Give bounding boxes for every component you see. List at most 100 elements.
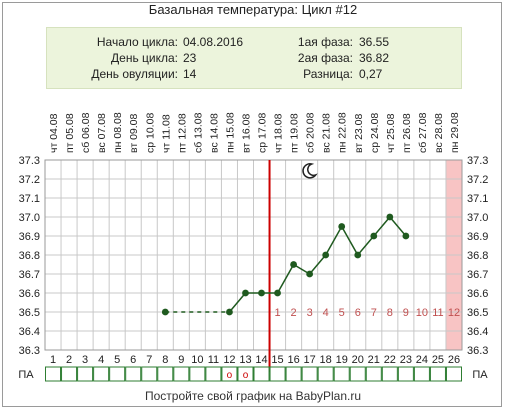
x-day-number: 19 [336, 354, 348, 366]
y-tick-label-right: 36.8 [467, 250, 488, 262]
x-day-number: 13 [239, 354, 251, 366]
x-date-label: пн 15.08 [224, 112, 236, 153]
y-tick-label-right: 37.1 [467, 193, 488, 205]
x-date-label: сб 20.08 [305, 112, 317, 153]
y-tick-label-left: 36.3 [19, 345, 40, 357]
luteal-day-label: 1 [274, 307, 280, 319]
plot-border [44, 159, 463, 351]
temperature-point [354, 251, 362, 259]
cycle-start-value: 04.08.2016 [183, 35, 244, 49]
pa-cell [413, 366, 430, 382]
x-day-number: 22 [384, 354, 396, 366]
x-date-label: чт 11.08 [160, 114, 172, 153]
pa-cell [45, 366, 62, 382]
pa-cell [189, 366, 206, 382]
x-date-label: пт 26.08 [401, 113, 413, 153]
x-date-label: ср 24.08 [369, 113, 381, 153]
phase1-value: 36.55 [359, 35, 390, 49]
pa-cell [93, 366, 110, 382]
x-date-label: сб 27.08 [417, 112, 429, 153]
series-segment [341, 226, 359, 256]
temperature-point [258, 289, 265, 297]
x-day-number: 9 [178, 354, 184, 366]
y-tick-label-right: 37.3 [467, 155, 488, 167]
pa-label-right: ПА [472, 369, 488, 381]
x-day-number: 10 [191, 354, 203, 366]
luteal-day-label: 2 [291, 307, 297, 319]
x-date-label: чт 25.08 [385, 113, 397, 153]
x-date-label: вт 16.08 [240, 113, 252, 153]
moon-icon [302, 163, 318, 179]
x-day-number: 20 [352, 354, 364, 366]
pa-cell [173, 366, 190, 382]
temperature-point [402, 232, 410, 240]
x-date-label: вс 07.08 [96, 113, 108, 153]
temperature-point [161, 308, 169, 316]
y-tick-label-left: 36.6 [19, 288, 40, 300]
x-date-label: ср 10.08 [144, 113, 156, 153]
x-date-label: пн 08.08 [112, 112, 124, 153]
pa-cell [301, 366, 318, 382]
chart-title: Базальная температура: Цикл #12 [148, 2, 358, 17]
luteal-day-label: 11 [432, 307, 443, 319]
x-day-number: 24 [416, 354, 428, 366]
y-tick-label-left: 37.0 [19, 212, 40, 224]
y-tick-label-left: 37.3 [19, 155, 40, 167]
luteal-day-label: 5 [339, 307, 345, 319]
pa-cell [109, 366, 126, 382]
pa-cell [429, 366, 446, 382]
pa-cell [333, 366, 350, 382]
y-tick-label-right: 37.0 [467, 212, 488, 224]
pa-cell [253, 366, 270, 382]
pa-mark: o [243, 370, 249, 381]
x-date-label: вс 21.08 [321, 113, 333, 153]
x-date-label: пт 19.08 [289, 113, 301, 153]
y-tick-label-right: 36.4 [467, 326, 488, 338]
y-tick-label-left: 37.1 [19, 193, 40, 205]
pa-cell [349, 366, 366, 382]
pa-cell [397, 366, 414, 382]
y-tick-label-right: 37.2 [467, 174, 488, 186]
x-date-label: вс 14.08 [208, 113, 220, 153]
x-day-number: 11 [208, 354, 219, 366]
luteal-day-label: 3 [307, 307, 313, 319]
x-day-number: 7 [146, 354, 152, 366]
temperature-point [226, 308, 233, 316]
cycle-day-value: 23 [183, 51, 197, 65]
pa-cell [237, 366, 254, 382]
x-date-label: сб 06.08 [80, 112, 92, 153]
pa-label-left: ПА [18, 369, 34, 381]
x-day-number: 1 [50, 354, 56, 366]
pa-cell [269, 366, 286, 382]
y-tick-label-right: 36.3 [467, 345, 488, 357]
y-tick-label-left: 36.4 [19, 326, 40, 338]
pa-cell [61, 366, 78, 382]
y-tick-label-left: 36.9 [19, 231, 40, 243]
cycle-start-label: Начало цикла: [96, 35, 178, 49]
series-segment [373, 216, 391, 237]
pa-cell [157, 366, 174, 382]
pa-cell [285, 366, 302, 382]
y-tick-label-left: 37.2 [19, 174, 40, 186]
x-date-label: чт 04.08 [48, 113, 60, 153]
pa-cell [77, 366, 94, 382]
x-date-label: пн 22.08 [337, 112, 349, 153]
phase2-value: 36.82 [359, 51, 390, 65]
x-day-number: 17 [304, 354, 316, 366]
luteal-day-label: 9 [403, 307, 409, 319]
cycle-day-label: День цикла: [111, 51, 178, 65]
y-tick-label-right: 36.5 [467, 307, 488, 319]
luteal-day-label: 10 [416, 307, 428, 319]
x-day-number: 23 [400, 354, 412, 366]
series-segment [389, 216, 407, 237]
temperature-point [322, 251, 330, 259]
difference-label: Разница: [303, 67, 353, 81]
pa-cell [205, 366, 222, 382]
phase2-label: 2ая фаза: [297, 51, 353, 65]
x-day-number: 26 [448, 354, 460, 366]
luteal-day-label: 7 [371, 307, 377, 319]
luteal-day-label: 4 [323, 307, 329, 319]
footer-link[interactable]: Постройте свой график на BabyPlan.ru [144, 389, 362, 403]
series-segment [357, 235, 375, 256]
